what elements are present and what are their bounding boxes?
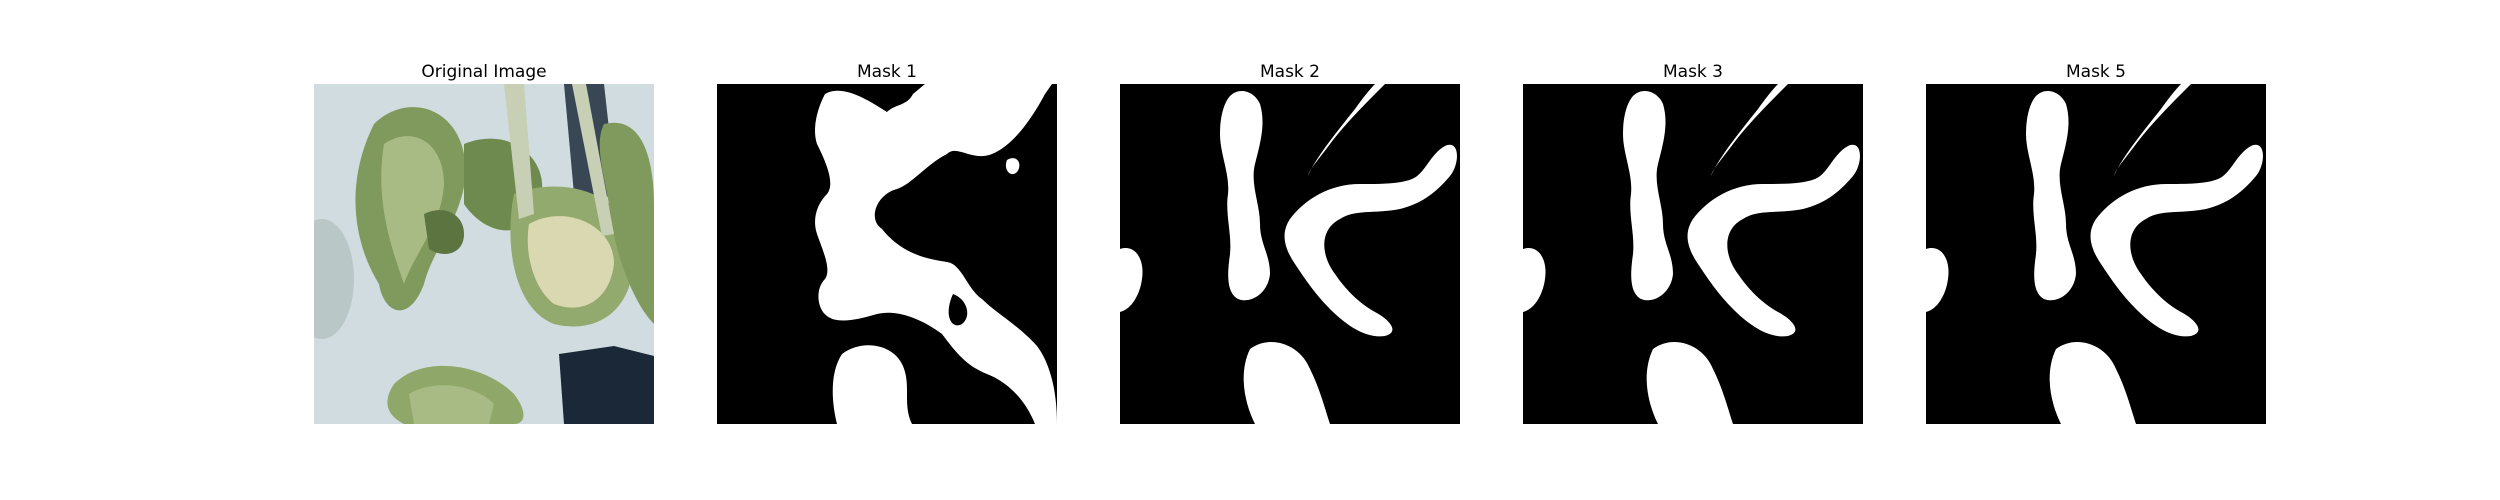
panel-title: Original Image	[421, 62, 547, 82]
panel-mask-1: Mask 1	[717, 60, 1057, 424]
panel-title: Mask 5	[2065, 62, 2126, 82]
mask-image	[717, 84, 1057, 424]
panel-title: Mask 2	[1259, 62, 1320, 82]
panel-mask-5: Mask 5	[1926, 60, 2266, 424]
mask-image	[1926, 84, 2266, 424]
mask-image	[1523, 84, 1863, 424]
panel-title: Mask 3	[1662, 62, 1723, 82]
panel-mask-3: Mask 3	[1523, 60, 1863, 424]
mask-image	[1120, 84, 1460, 424]
panel-title: Mask 1	[856, 62, 917, 82]
original-photo	[314, 84, 654, 424]
panel-original-image: Original Image	[314, 60, 654, 424]
panel-mask-2: Mask 2	[1120, 60, 1460, 424]
